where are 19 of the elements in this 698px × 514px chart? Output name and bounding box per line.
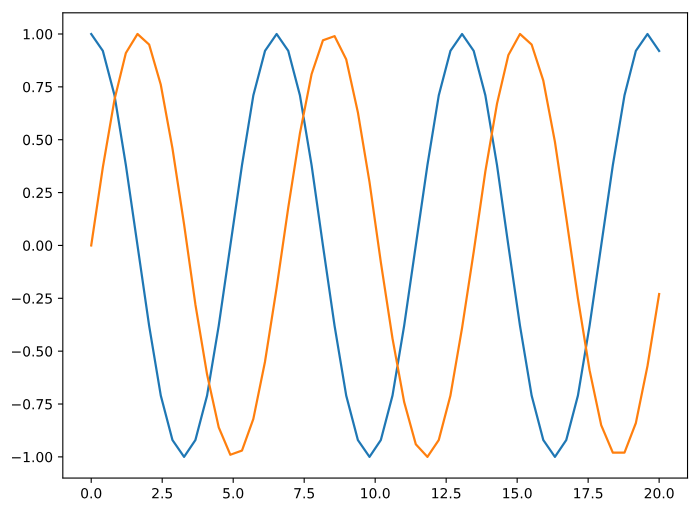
y-tick-label: −0.75 — [12, 398, 52, 410]
x-tick-label: 5.0 — [223, 488, 244, 498]
x-tick-label: 10.0 — [361, 488, 390, 498]
line-series — [90, 32, 660, 458]
y-tick-label: −0.50 — [12, 346, 52, 357]
x-tick-label: 12.5 — [432, 488, 460, 498]
y-tick-label: 0.50 — [23, 134, 52, 146]
x-tick-label: 0.0 — [81, 488, 102, 498]
y-tick-label: 0.00 — [23, 240, 52, 251]
x-tick-label: 2.5 — [152, 488, 172, 498]
x-tick-label: 7.5 — [294, 488, 314, 498]
y-tick-label: −0.25 — [12, 293, 52, 304]
x-tick-label: 20.0 — [644, 488, 674, 498]
y-tick-label: −1.00 — [12, 452, 52, 462]
x-tick-label: 15.0 — [503, 488, 532, 498]
y-tick-label: 0.25 — [23, 188, 52, 198]
y-tick-label: 1.00 — [24, 28, 52, 40]
y-tick-label: 0.75 — [23, 82, 52, 92]
x-tick-label: 17.5 — [574, 488, 602, 498]
